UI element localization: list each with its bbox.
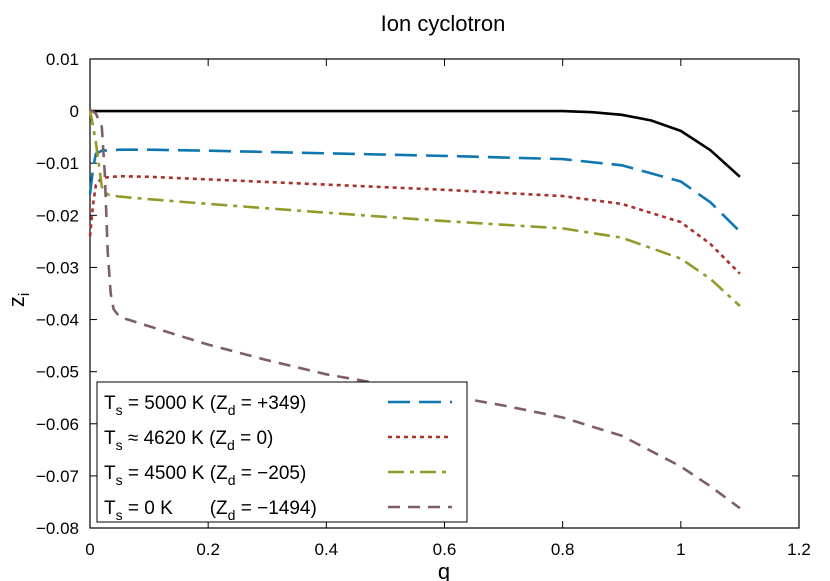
legend-box [96, 381, 468, 523]
y-tick-label: −0.01 [36, 154, 79, 173]
x-tick-label: 0 [85, 540, 94, 559]
legend-label-1: Ts = 5000 K (Zd = +349) [104, 393, 306, 418]
chart-title: Ion cyclotron [381, 11, 506, 36]
y-axis-label: zi [4, 293, 33, 307]
series-line-3 [88, 109, 741, 307]
x-tick-label: 0.2 [196, 540, 220, 559]
y-tick-label: 0 [70, 102, 79, 121]
y-tick-label: −0.04 [36, 311, 79, 330]
y-tick-label: −0.07 [36, 467, 79, 486]
y-tick-label: −0.02 [36, 206, 79, 225]
x-axis: 0 0.2 0.4 0.6 0.8 1 1.2 [85, 59, 811, 559]
series-layer [88, 108, 741, 510]
x-tick-label: 0.8 [551, 540, 575, 559]
x-tick-label: 0.6 [433, 540, 457, 559]
y-tick-label: −0.03 [36, 258, 79, 277]
y-tick-label: −0.06 [36, 415, 79, 434]
series-line-4 [89, 108, 741, 510]
legend: Ts = 5000 K (Zd = +349) Ts ≈ 4620 K (Zd =… [96, 381, 468, 523]
y-tick-label: 0.01 [46, 50, 79, 69]
series-line-2 [88, 174, 741, 275]
series-line-0 [90, 109, 741, 178]
y-tick-label: −0.08 [36, 519, 79, 538]
legend-label-3: Ts = 4500 K (Zd = −205) [104, 463, 306, 488]
x-tick-label: 0.4 [315, 540, 339, 559]
y-tick-label: −0.05 [36, 363, 79, 382]
legend-label-2: Ts ≈ 4620 K (Zd = 0) [104, 428, 273, 453]
x-tick-label: 1.2 [787, 540, 811, 559]
y-axis: 0.01 0 −0.01 −0.02 −0.03 −0.04 −0.05 −0.06 −0.07… [36, 50, 799, 538]
x-axis-label: q [438, 559, 450, 581]
legend-label-4: Ts = 0 K (Zd = −1494) [104, 498, 317, 523]
x-tick-label: 1 [676, 540, 685, 559]
